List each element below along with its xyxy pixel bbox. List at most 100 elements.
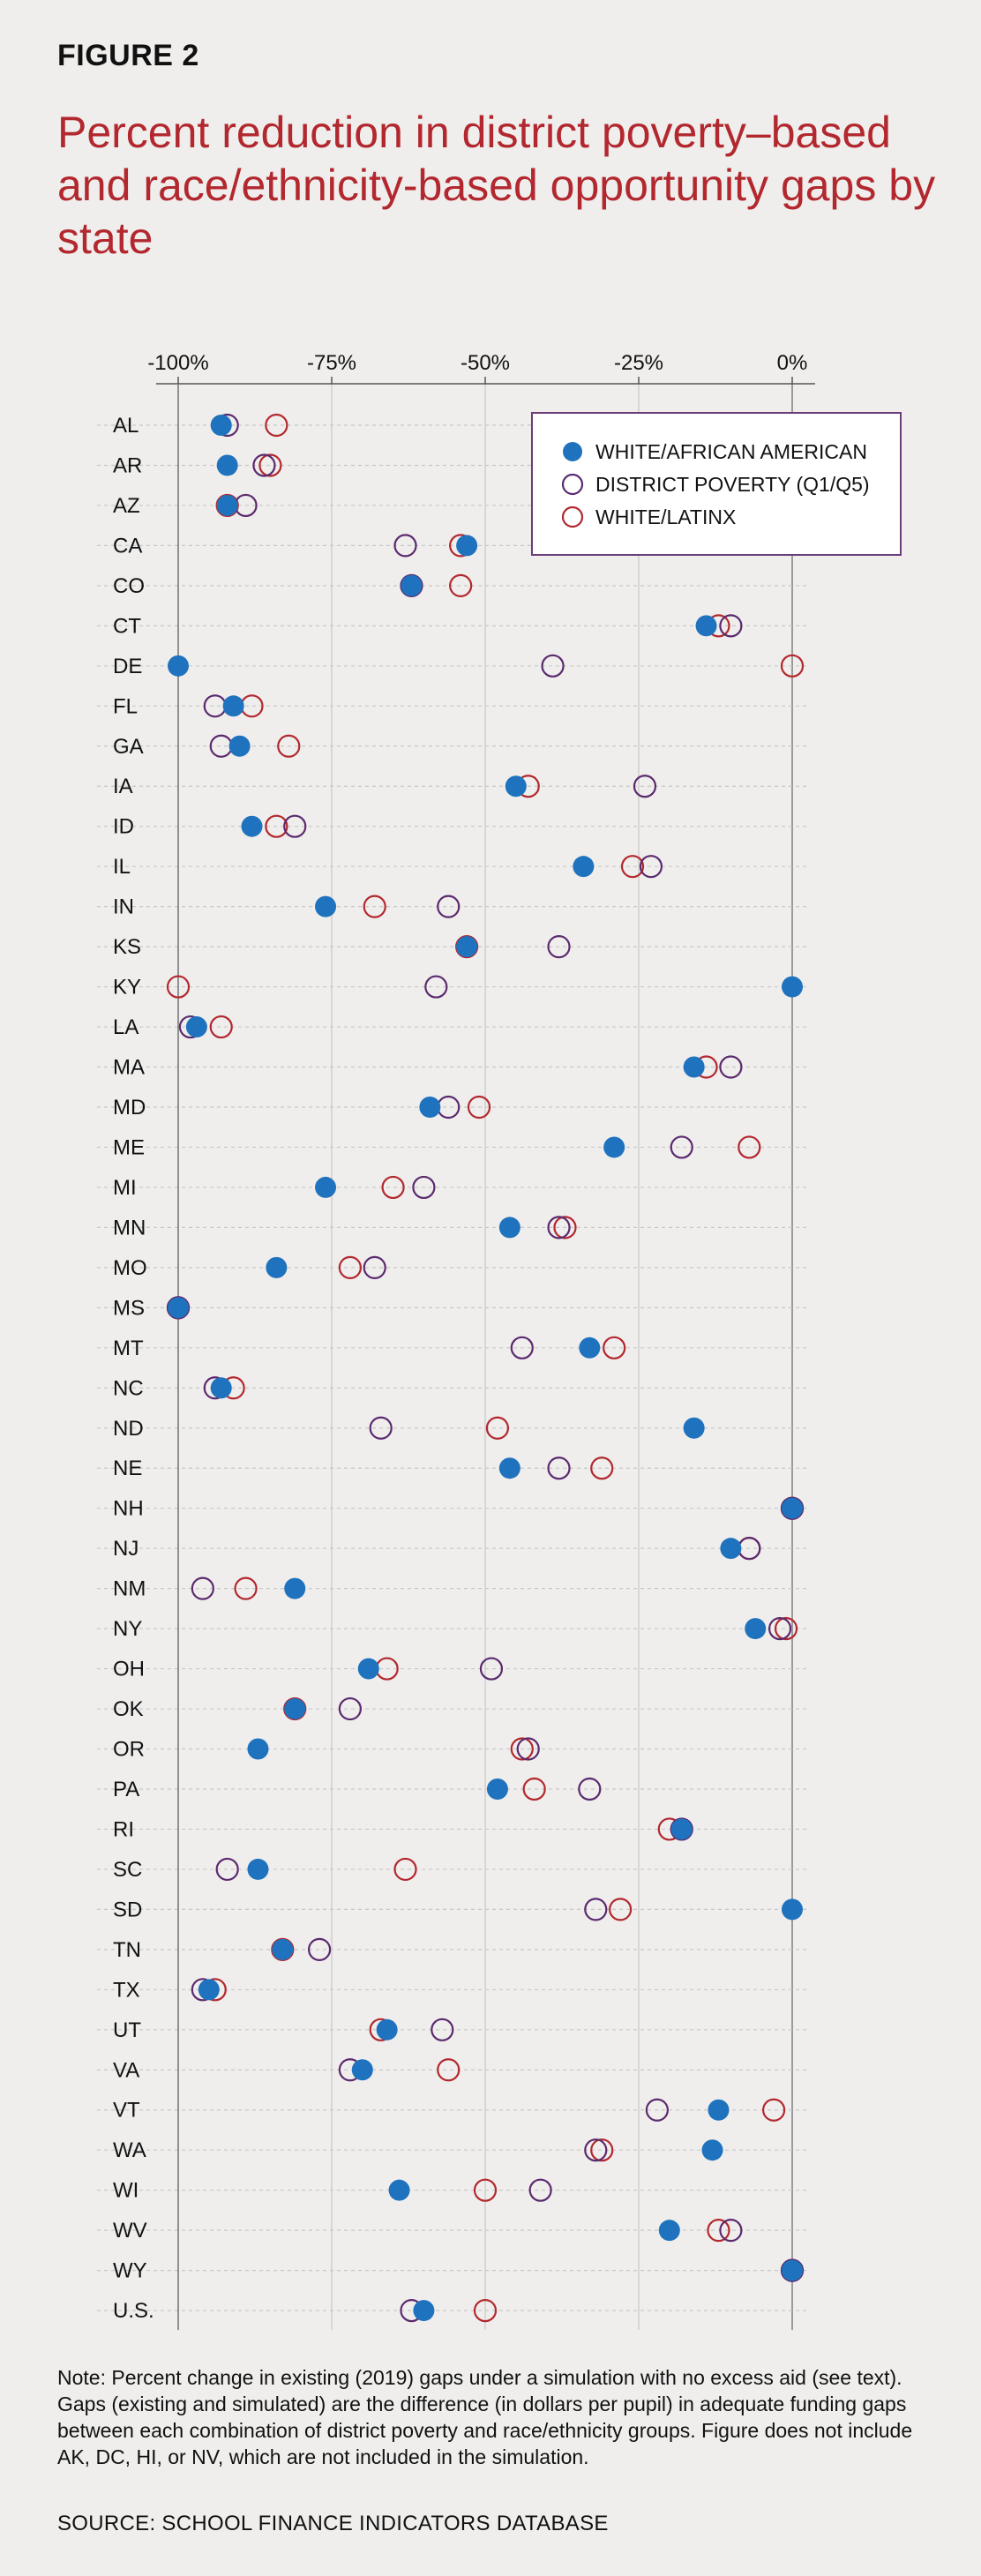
data-point (547, 1456, 571, 1480)
category-label: KY (113, 976, 141, 1000)
data-point (437, 895, 461, 918)
data-point (745, 1618, 767, 1640)
category-label: MA (113, 1056, 145, 1080)
data-point (277, 734, 301, 758)
category-label: CT (113, 614, 141, 638)
data-point (522, 1777, 546, 1801)
category-label: IA (113, 775, 133, 798)
category-label: WV (113, 2219, 147, 2243)
category-label: NY (113, 1617, 142, 1641)
legend-label: WHITE/AFRICAN AMERICAN (595, 440, 867, 463)
data-point (683, 1417, 705, 1439)
x-tick-label: -75% (307, 351, 356, 375)
category-label: WY (113, 2259, 147, 2283)
data-point (645, 2098, 669, 2122)
data-point (210, 1377, 232, 1399)
data-point (768, 1616, 792, 1641)
data-point (381, 1175, 405, 1200)
x-tick-label: 0% (777, 351, 808, 375)
data-point (241, 815, 263, 837)
x-axis: -100% -75% -50% -25% 0% (147, 351, 815, 2331)
data-point (338, 1255, 362, 1279)
data-point (708, 2099, 730, 2121)
category-label: MN (113, 1216, 146, 1239)
data-point (578, 1777, 602, 1801)
category-label: RI (113, 1817, 134, 1841)
data-point (222, 695, 244, 717)
data-point (209, 734, 233, 758)
data-point (247, 1738, 269, 1760)
data-point (609, 1898, 633, 1921)
data-point (369, 1416, 393, 1440)
category-label: ND (113, 1417, 144, 1441)
category-label: AZ (113, 494, 140, 518)
data-point (584, 1898, 608, 1921)
data-point (639, 855, 663, 879)
category-label: MO (113, 1256, 147, 1280)
data-point (701, 2139, 723, 2161)
data-point (782, 1898, 803, 1921)
data-point (719, 2219, 743, 2243)
data-point (774, 1616, 798, 1641)
data-point (510, 1737, 534, 1761)
data-point (547, 1216, 571, 1239)
category-label: IN (113, 895, 134, 919)
data-point (498, 1217, 520, 1239)
data-point (215, 1857, 239, 1882)
category-label: CO (113, 574, 145, 598)
category-label: U.S. (113, 2299, 154, 2323)
data-point (782, 976, 803, 998)
category-label: UT (113, 2018, 141, 2042)
data-point (633, 775, 657, 798)
category-label: WA (113, 2138, 146, 2162)
data-point (707, 2219, 730, 2243)
data-point (351, 2059, 373, 2081)
data-point (573, 856, 595, 878)
data-point (719, 1055, 743, 1079)
data-point (510, 1336, 534, 1359)
data-point (266, 1256, 288, 1278)
data-point (210, 415, 232, 436)
data-point (272, 1938, 294, 1960)
data-point (419, 1096, 441, 1118)
x-tick-label: -100% (147, 351, 208, 375)
legend-marker (561, 505, 584, 528)
data-point (720, 1538, 742, 1560)
category-label: ME (113, 1135, 145, 1159)
data-point (670, 1818, 693, 1840)
data-markers (166, 413, 805, 2323)
data-point (467, 1095, 491, 1120)
data-point (191, 1576, 214, 1600)
legend-marker (563, 442, 582, 461)
category-label: TN (113, 1938, 141, 1962)
data-point (265, 413, 288, 438)
data-point (762, 2098, 786, 2122)
x-tick-label: -50% (461, 351, 510, 375)
category-label: MS (113, 1296, 145, 1320)
category-label: TX (113, 1978, 140, 2002)
category-label: ID (113, 815, 134, 839)
data-point (228, 735, 251, 757)
data-point (393, 534, 417, 558)
data-point (780, 654, 805, 678)
data-point (473, 2178, 498, 2202)
category-label: IL (113, 855, 131, 879)
data-point (579, 1337, 601, 1359)
data-point (258, 453, 282, 477)
category-label: OR (113, 1738, 145, 1762)
data-point (541, 654, 565, 678)
data-point (437, 1095, 461, 1120)
category-label: KS (113, 935, 141, 959)
data-point (449, 573, 473, 597)
data-point (437, 2058, 461, 2082)
category-label: GA (113, 735, 144, 759)
data-point (412, 1175, 436, 1200)
data-point (782, 1497, 803, 1519)
category-label: MD (113, 1096, 146, 1120)
category-label: OK (113, 1697, 144, 1721)
data-point (357, 1658, 379, 1680)
data-point (590, 1456, 614, 1480)
data-point (456, 936, 478, 958)
category-label: LA (113, 1015, 139, 1039)
category-label: WI (113, 2179, 139, 2203)
